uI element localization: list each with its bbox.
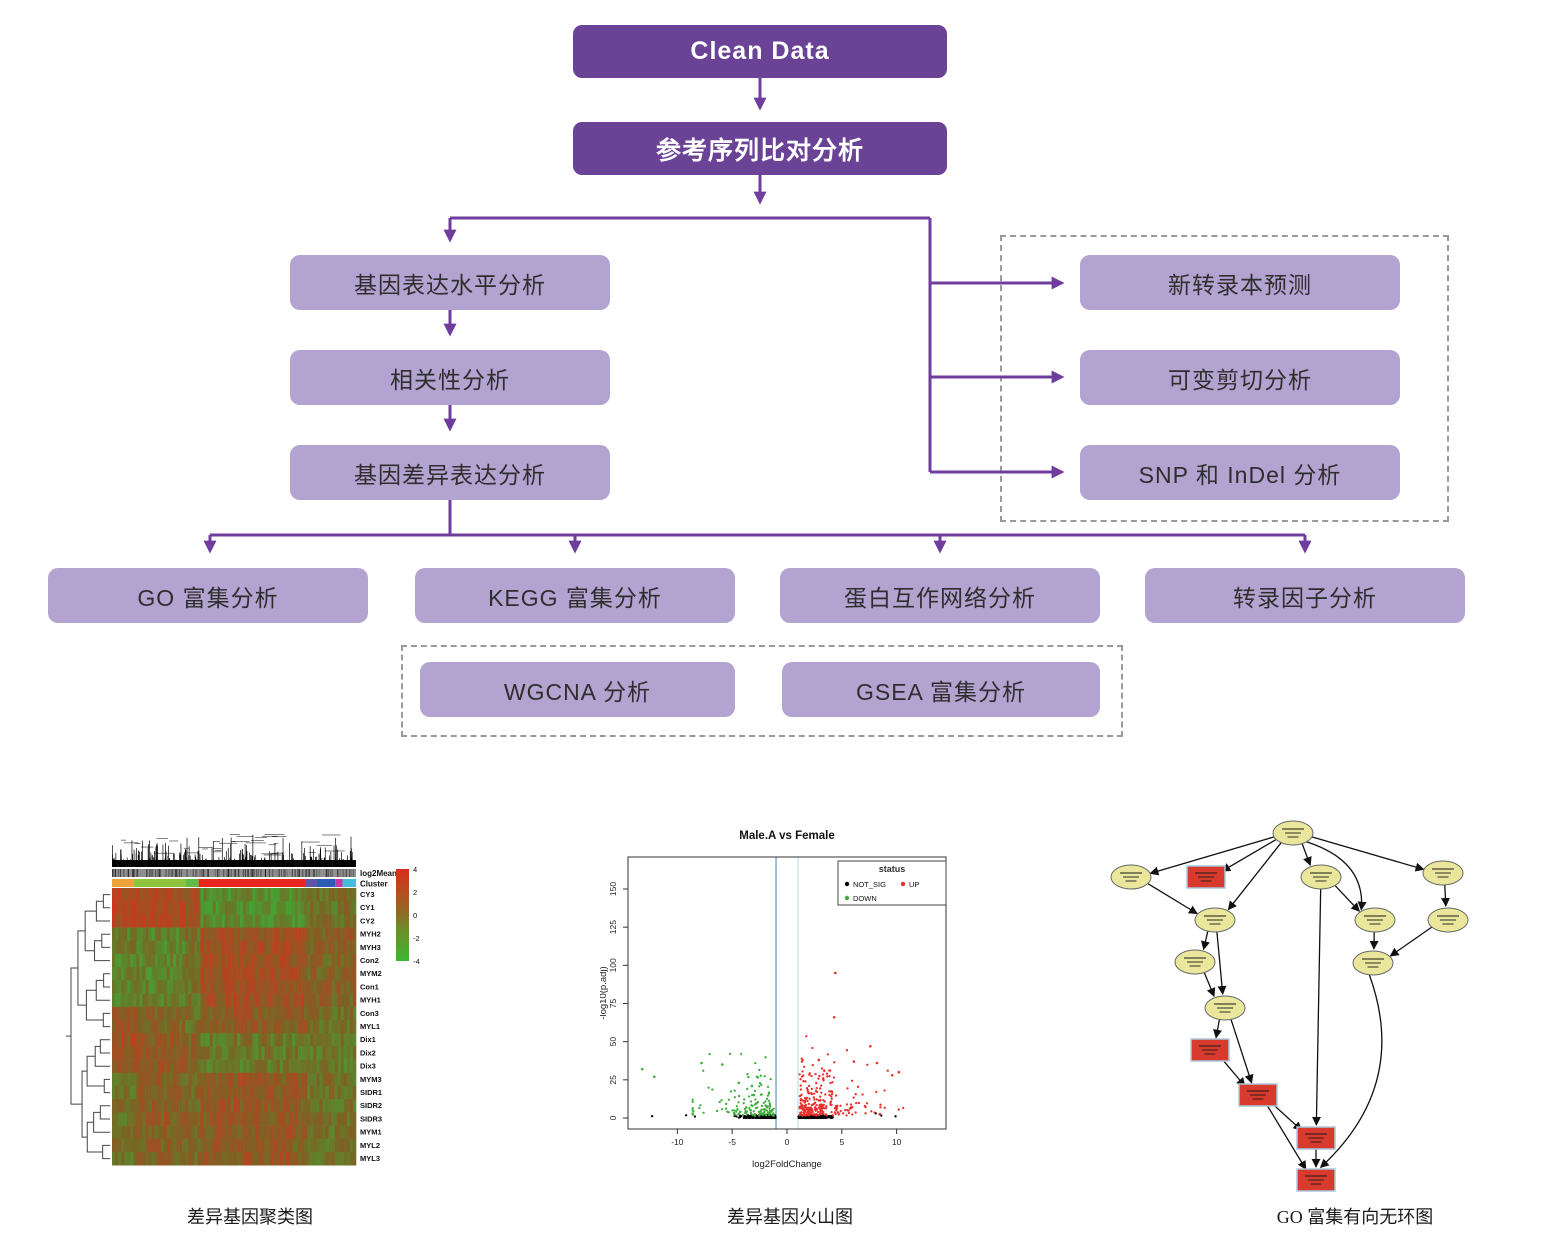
flow-node-diff-expression: 基因差异表达分析	[290, 445, 610, 500]
svg-text:Con2: Con2	[360, 956, 379, 965]
svg-text:Con1: Con1	[360, 982, 379, 991]
column-dendrogram	[111, 834, 356, 867]
svg-text:MYL3: MYL3	[360, 1154, 380, 1163]
caption-volcano: 差异基因火山图	[727, 1207, 853, 1227]
svg-text:MYM2: MYM2	[360, 969, 382, 978]
svg-text:50: 50	[608, 1037, 618, 1047]
svg-text:MYM1: MYM1	[360, 1128, 382, 1137]
cluster-strip-segment	[133, 879, 186, 887]
svg-text:125: 125	[608, 920, 618, 934]
svg-text:DOWN: DOWN	[853, 894, 877, 903]
volcano-ylabel: -log10(p.adj)	[600, 966, 609, 1019]
svg-text:CY1: CY1	[360, 903, 375, 912]
caption-dag: GO 富集有向无环图	[1276, 1207, 1434, 1227]
svg-text:5: 5	[839, 1137, 844, 1147]
svg-text:NOT_SIG: NOT_SIG	[853, 880, 886, 889]
svg-text:Dix1: Dix1	[360, 1035, 376, 1044]
svg-text:MYL1: MYL1	[360, 1022, 380, 1031]
svg-text:0: 0	[413, 911, 417, 920]
svg-text:SIDR3: SIDR3	[360, 1114, 382, 1123]
dag-edges	[1144, 835, 1450, 1171]
flow-node-alt-splicing: 可变剪切分析	[1080, 350, 1400, 405]
svg-text:CY3: CY3	[360, 890, 375, 899]
svg-text:CY2: CY2	[360, 916, 375, 925]
dashed-group-structure-analysis	[1000, 235, 1449, 522]
svg-text:25: 25	[608, 1075, 618, 1085]
volcano-plot: Male.A vs Female-10 -5 0 5 10025507510012515…	[600, 830, 947, 1170]
svg-text:150: 150	[608, 882, 618, 896]
cluster-strip-segment	[335, 879, 343, 887]
log2mean-strip	[112, 869, 356, 877]
volcano-title: Male.A vs Female	[739, 830, 834, 842]
svg-text:0: 0	[785, 1137, 790, 1147]
svg-text:UP: UP	[909, 880, 919, 889]
svg-text:-10: -10	[671, 1137, 684, 1147]
flow-node-wgcna: WGCNA 分析	[420, 662, 735, 717]
svg-text:-5: -5	[728, 1137, 736, 1147]
log2mean-label: log2Mean	[360, 869, 397, 878]
row-dendrogram	[66, 894, 110, 1160]
cluster-strip-segment	[198, 879, 306, 887]
heatmap-row-labels: CY3 CY1 CY2 MYH2 MYH3 Con2 MYM2 Con1 MYH1 Con3 MYL…	[360, 890, 382, 1163]
flow-node-ppi-network: 蛋白互作网络分析	[780, 568, 1100, 623]
go-dag-plot	[1110, 820, 1469, 1192]
svg-text:MYH1: MYH1	[360, 996, 381, 1005]
flow-node-gene-expression: 基因表达水平分析	[290, 255, 610, 310]
cluster-label: Cluster	[360, 880, 388, 889]
flow-node-tf-analysis: 转录因子分析	[1145, 568, 1465, 623]
flow-node-clean-data: Clean Data	[573, 25, 947, 78]
svg-text:MYH3: MYH3	[360, 943, 381, 952]
flow-node-novel-transcript: 新转录本预测	[1080, 255, 1400, 310]
flow-node-ref-align: 参考序列比对分析	[573, 122, 947, 175]
svg-text:-4: -4	[413, 957, 420, 966]
caption-heatmap: 差异基因聚类图	[187, 1207, 313, 1227]
cluster-strip-segment	[305, 879, 317, 887]
svg-text:MYL2: MYL2	[360, 1141, 380, 1150]
cluster-strip-segment	[342, 879, 356, 887]
svg-text:SIDR2: SIDR2	[360, 1101, 382, 1110]
volcano-xlabel: log2FoldChange	[752, 1159, 822, 1170]
svg-text:75: 75	[608, 999, 618, 1009]
svg-text:2: 2	[413, 888, 417, 897]
heatmap-colorbar	[396, 869, 409, 961]
flow-node-kegg-enrichment: KEGG 富集分析	[415, 568, 735, 623]
svg-text:10: 10	[892, 1137, 902, 1147]
svg-text:SIDR1: SIDR1	[360, 1088, 382, 1097]
volcano-legend: status NOT_SIG UP DOWN	[837, 860, 947, 906]
svg-text:Dix2: Dix2	[360, 1048, 376, 1057]
cluster-strip-segment	[316, 879, 336, 887]
dag-nodes	[1110, 820, 1469, 1192]
svg-text:MYH2: MYH2	[360, 930, 381, 939]
svg-text:0: 0	[608, 1115, 618, 1120]
dashed-group-advanced-analysis	[401, 645, 1123, 737]
cluster-strip-segment	[185, 879, 199, 887]
svg-text:MYM3: MYM3	[360, 1075, 382, 1084]
flow-node-gsea: GSEA 富集分析	[782, 662, 1100, 717]
heatmap-cells	[112, 888, 357, 1166]
cluster-strip-segment	[112, 879, 134, 887]
svg-text:Dix3: Dix3	[360, 1062, 376, 1071]
svg-text:status: status	[879, 864, 906, 874]
svg-text:-2: -2	[413, 934, 420, 943]
volcano-axes	[623, 888, 898, 1134]
svg-text:4: 4	[413, 865, 417, 874]
volcano-points	[640, 902, 905, 1120]
svg-text:Con3: Con3	[360, 1009, 379, 1018]
flow-node-go-enrichment: GO 富集分析	[48, 568, 368, 623]
flow-node-correlation: 相关性分析	[290, 350, 610, 405]
flow-node-snp-indel: SNP 和 InDel 分析	[1080, 445, 1400, 500]
svg-text:100: 100	[608, 958, 618, 972]
